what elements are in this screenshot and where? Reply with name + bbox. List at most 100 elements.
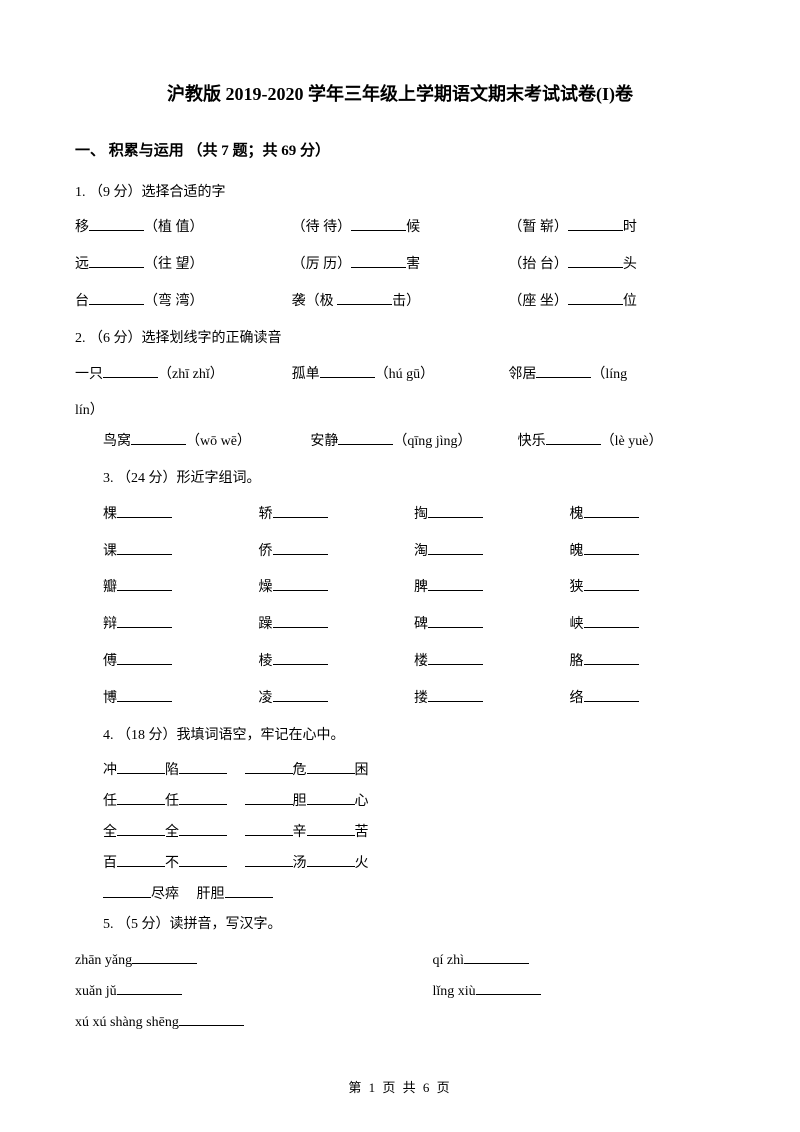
blank[interactable]	[428, 538, 483, 555]
q1-r1-col3: （暂 崭）时	[508, 213, 725, 244]
q3-cell: 掏	[414, 500, 570, 531]
blank[interactable]	[584, 501, 639, 518]
blank[interactable]	[337, 288, 392, 305]
text: 危	[293, 763, 307, 778]
blank[interactable]	[131, 428, 186, 445]
blank[interactable]	[568, 251, 623, 268]
text: 冲	[103, 763, 117, 778]
blank[interactable]	[179, 1009, 244, 1026]
blank[interactable]	[117, 501, 172, 518]
blank[interactable]	[476, 978, 541, 995]
q3-row: 辩躁碑峡	[103, 610, 725, 641]
blank[interactable]	[245, 758, 293, 775]
text: 害	[406, 257, 420, 272]
q5-r1-col1: zhān yǎng	[75, 946, 433, 977]
blank[interactable]	[117, 788, 165, 805]
text: 苦	[355, 825, 369, 840]
blank[interactable]	[117, 819, 165, 836]
q3-cell: 络	[570, 684, 726, 715]
blank[interactable]	[117, 538, 172, 555]
blank[interactable]	[584, 685, 639, 702]
blank[interactable]	[132, 947, 197, 964]
q4-row4: 百不 汤火	[75, 849, 725, 880]
blank[interactable]	[89, 215, 144, 232]
q3-prompt: 3. （24 分）形近字组词。	[75, 464, 725, 495]
text: 一只	[75, 367, 103, 382]
blank[interactable]	[117, 850, 165, 867]
text: 困	[355, 763, 369, 778]
text: 全	[103, 825, 117, 840]
blank[interactable]	[307, 819, 355, 836]
q5-prompt: 5. （5 分）读拼音，写汉字。	[75, 910, 725, 941]
blank[interactable]	[428, 611, 483, 628]
text: 棱	[259, 654, 273, 669]
blank[interactable]	[117, 685, 172, 702]
blank[interactable]	[307, 758, 355, 775]
blank[interactable]	[117, 575, 172, 592]
blank[interactable]	[103, 361, 158, 378]
text: 候	[406, 220, 420, 235]
blank[interactable]	[584, 575, 639, 592]
blank[interactable]	[568, 215, 623, 232]
q4-row5: 尽瘁 肝胆	[75, 880, 725, 911]
blank[interactable]	[584, 538, 639, 555]
blank[interactable]	[245, 788, 293, 805]
text: 脾	[414, 580, 428, 595]
blank[interactable]	[464, 947, 529, 964]
blank[interactable]	[320, 361, 375, 378]
blank[interactable]	[273, 611, 328, 628]
q1-r3-col2: 袭（极 击）	[292, 287, 509, 318]
q1-r3-col1: 台（弯 湾）	[75, 287, 292, 318]
q2-prompt: 2. （6 分）选择划线字的正确读音	[75, 324, 725, 355]
blank[interactable]	[103, 881, 151, 898]
blank[interactable]	[273, 575, 328, 592]
q3-row: 博凌搂络	[103, 684, 725, 715]
section-header: 一、 积累与运用 （共 7 题；共 69 分）	[75, 135, 725, 168]
blank[interactable]	[428, 501, 483, 518]
text: 侨	[259, 544, 273, 559]
blank[interactable]	[117, 648, 172, 665]
blank[interactable]	[179, 819, 227, 836]
q3-row: 课侨淘魄	[103, 537, 725, 568]
blank[interactable]	[546, 428, 601, 445]
q3-cell: 淘	[414, 537, 570, 568]
blank[interactable]	[89, 251, 144, 268]
blank[interactable]	[117, 978, 182, 995]
text: （往 望）	[144, 257, 204, 272]
text: 淘	[414, 544, 428, 559]
blank[interactable]	[273, 538, 328, 555]
blank[interactable]	[307, 850, 355, 867]
blank[interactable]	[536, 361, 591, 378]
q1-r2-col1: 远（往 望）	[75, 250, 292, 281]
blank[interactable]	[568, 288, 623, 305]
blank[interactable]	[428, 685, 483, 702]
text: 凌	[259, 691, 273, 706]
q3-cell: 傅	[103, 647, 259, 678]
blank[interactable]	[179, 758, 227, 775]
blank[interactable]	[245, 850, 293, 867]
blank[interactable]	[307, 788, 355, 805]
blank[interactable]	[584, 648, 639, 665]
blank[interactable]	[428, 648, 483, 665]
blank[interactable]	[428, 575, 483, 592]
text: xuǎn jǔ	[75, 984, 117, 999]
blank[interactable]	[117, 611, 172, 628]
text: 不	[165, 856, 179, 871]
text: 搂	[414, 691, 428, 706]
blank[interactable]	[273, 685, 328, 702]
blank[interactable]	[89, 288, 144, 305]
text: 瓣	[103, 580, 117, 595]
blank[interactable]	[225, 881, 273, 898]
blank[interactable]	[273, 501, 328, 518]
blank[interactable]	[351, 215, 406, 232]
blank[interactable]	[179, 788, 227, 805]
blank[interactable]	[117, 758, 165, 775]
blank[interactable]	[273, 648, 328, 665]
q2-r1-col1: 一只（zhī zhǐ）	[75, 360, 292, 391]
blank[interactable]	[179, 850, 227, 867]
text: 安静	[310, 434, 338, 449]
blank[interactable]	[351, 251, 406, 268]
blank[interactable]	[245, 819, 293, 836]
blank[interactable]	[338, 428, 393, 445]
blank[interactable]	[584, 611, 639, 628]
